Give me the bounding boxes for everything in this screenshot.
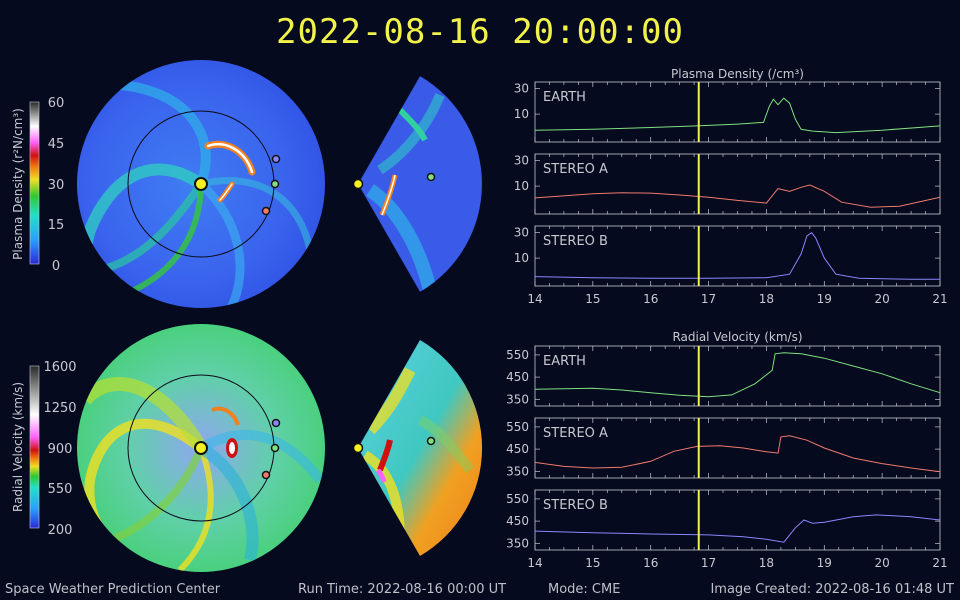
x-tick-label: 19 [817, 292, 832, 306]
x-tick-label: 14 [527, 292, 542, 306]
y-tick-label: 550 [506, 492, 529, 506]
x-tick-label: 18 [759, 292, 774, 306]
panel-stereo-b: 550 450 350 STEREO B [506, 489, 941, 551]
y-tick-label: 450 [506, 370, 529, 384]
x-tick-label: 18 [759, 556, 774, 570]
y-tick-label: 350 [506, 536, 529, 550]
y-tick-label: 550 [506, 420, 529, 434]
series-line-stereo-b [534, 514, 941, 543]
chart-group: Radial Velocity (km/s) 550 450 350 EARTH 550 4… [506, 330, 948, 570]
panel-label: STEREO A [543, 426, 608, 441]
panel-frame [534, 81, 941, 143]
panel-label: EARTH [543, 90, 586, 105]
colorbar-tick: 45 [48, 137, 65, 152]
panel-earth: 30 10 EARTH [514, 81, 941, 143]
colorbar-label: Plasma Density (r²N/cm³) [11, 108, 25, 260]
footer-image-created: Image Created: 2022-08-16 01:48 UT [710, 582, 954, 597]
series-line-earth [534, 97, 941, 134]
x-tick-label: 21 [932, 292, 947, 306]
x-tick-label: 17 [701, 292, 716, 306]
series-line-earth [534, 352, 941, 398]
timestamp-title: 2022-08-16 20:00:00 [276, 12, 684, 52]
velocity-colorbar: Radial Velocity (km/s) 1600 1250 900 550… [11, 360, 77, 538]
y-tick-label: 350 [506, 392, 529, 406]
y-tick-label: 550 [506, 348, 529, 362]
colorbar-tick: 1250 [43, 401, 76, 416]
x-tick-label: 16 [643, 556, 658, 570]
footer-mode: Mode: CME [548, 582, 621, 597]
footer-run-time: Run Time: 2022-08-16 00:00 UT [298, 582, 507, 597]
colorbar-tick: 30 [48, 178, 65, 193]
panel-stereo-b: 30 10 STEREO B [514, 225, 941, 287]
colorbar-tick: 900 [48, 442, 73, 457]
density-meridional-wedge [352, 75, 483, 293]
x-tick-label: 21 [932, 556, 947, 570]
x-tick-label: 19 [817, 556, 832, 570]
panel-label: STEREO B [543, 498, 608, 513]
y-tick-label: 30 [514, 82, 529, 96]
chart-title: Plasma Density (/cm³) [671, 67, 804, 81]
x-tick-label: 20 [875, 556, 890, 570]
colorbar-tick: 550 [48, 482, 73, 497]
panel-earth: 550 450 350 EARTH [506, 345, 941, 407]
panel-frame [534, 345, 941, 407]
density-ecliptic-map [77, 60, 325, 308]
x-tick-label: 15 [585, 556, 600, 570]
series-line-stereo-a [534, 184, 941, 208]
velocity-meridional-wedge [352, 340, 483, 556]
colorbar-tick: 1600 [43, 360, 76, 375]
x-tick-label: 17 [701, 556, 716, 570]
chart-group: Plasma Density (/cm³) 30 10 EARTH 30 10 STEREO… [514, 67, 948, 306]
panel-stereo-a: 30 10 STEREO A [514, 153, 941, 215]
y-tick-label: 10 [514, 179, 529, 193]
chart-title: Radial Velocity (km/s) [672, 330, 802, 344]
panel-stereo-a: 550 450 350 STEREO A [506, 417, 941, 479]
panel-label: EARTH [543, 354, 586, 369]
density-colorbar: Plasma Density (r²N/cm³) 60 45 30 15 0 [11, 96, 64, 274]
y-tick-label: 10 [514, 107, 529, 121]
panel-label: STEREO B [543, 234, 608, 249]
colorbar-tick: 60 [48, 96, 65, 111]
y-tick-label: 30 [514, 226, 529, 240]
time-series-charts: Plasma Density (/cm³) 30 10 EARTH 30 10 STEREO… [506, 67, 948, 570]
footer-org: Space Weather Prediction Center [5, 582, 221, 597]
y-tick-label: 10 [514, 251, 529, 265]
y-tick-label: 450 [506, 514, 529, 528]
colorbar-label: Radial Velocity (km/s) [11, 382, 25, 512]
y-tick-label: 350 [506, 464, 529, 478]
series-line-stereo-b [534, 232, 940, 280]
colorbar-tick: 15 [48, 218, 65, 233]
velocity-ecliptic-map [77, 324, 325, 572]
colorbar-tick: 200 [48, 523, 73, 538]
y-tick-label: 30 [514, 154, 529, 168]
colorbar-tick: 0 [52, 259, 60, 274]
x-tick-label: 20 [875, 292, 890, 306]
panel-label: STEREO A [543, 162, 608, 177]
x-tick-label: 16 [643, 292, 658, 306]
x-tick-label: 14 [527, 556, 542, 570]
series-line-stereo-a [534, 435, 941, 473]
y-tick-label: 450 [506, 442, 529, 456]
x-tick-label: 15 [585, 292, 600, 306]
